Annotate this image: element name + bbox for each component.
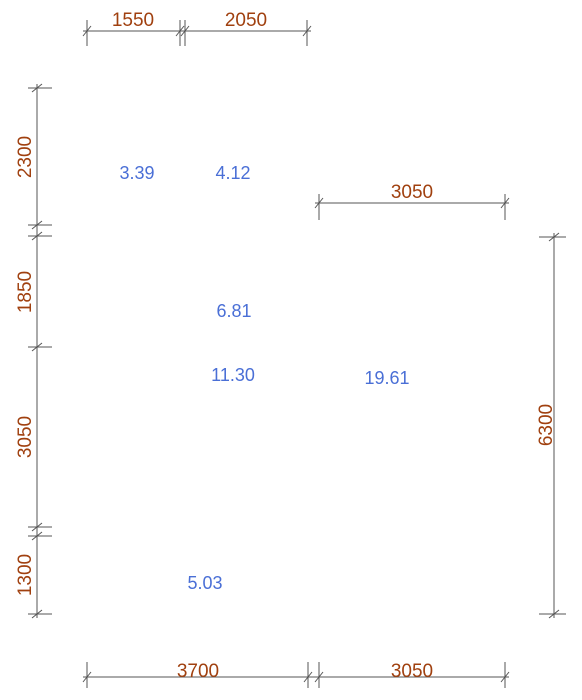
bottom-dimension-chain: 3700 3050 xyxy=(82,661,510,688)
area-label-6: 5.03 xyxy=(187,573,222,593)
left-dimension-chain: 2300 1850 3050 1300 xyxy=(15,83,52,619)
area-label-4: 11.30 xyxy=(211,365,255,385)
bottom-dimension-2: 3050 xyxy=(391,661,433,682)
area-label-2: 4.12 xyxy=(215,163,250,183)
top-dimension-1: 1550 xyxy=(112,10,154,31)
upper-right-dimension-value: 3050 xyxy=(391,182,433,203)
top-dimension-chain: 1550 2050 xyxy=(82,10,312,46)
area-label-3: 6.81 xyxy=(216,301,251,321)
left-dimension-3: 3050 xyxy=(15,416,36,458)
top-dimension-2: 2050 xyxy=(225,10,267,31)
left-dimension-2: 1850 xyxy=(15,271,36,313)
right-dimension: 6300 xyxy=(536,232,566,619)
bottom-dimension-1: 3700 xyxy=(177,661,219,682)
right-dimension-value: 6300 xyxy=(536,404,557,446)
upper-right-dimension: 3050 xyxy=(314,182,510,220)
left-dimension-1: 2300 xyxy=(15,136,36,178)
left-dimension-4: 1300 xyxy=(15,554,36,596)
area-label-1: 3.39 xyxy=(119,163,154,183)
area-label-5: 19.61 xyxy=(364,368,409,388)
room-areas: 3.39 4.12 6.81 11.30 19.61 5.03 xyxy=(119,163,409,593)
